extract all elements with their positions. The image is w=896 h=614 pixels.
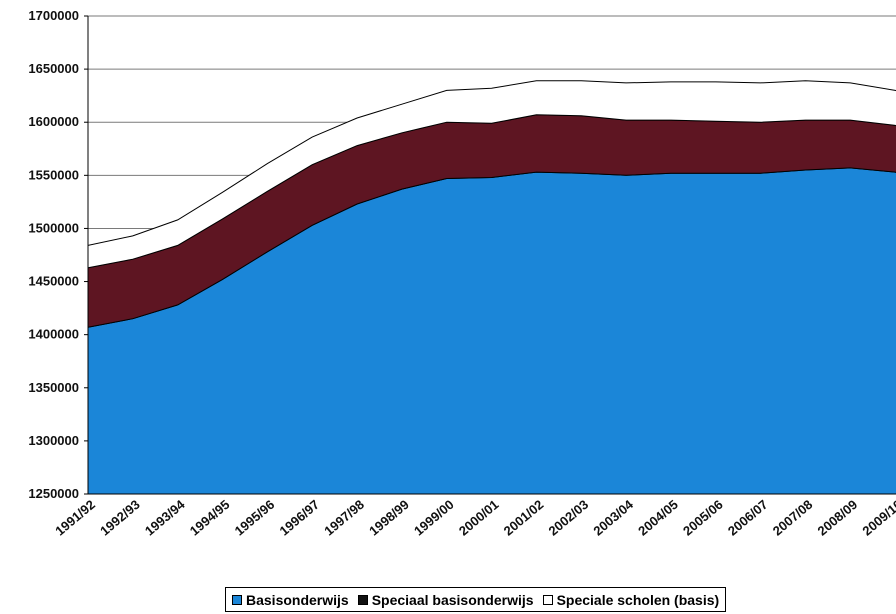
- legend-item-speciaal-basisonderwijs: Speciaal basisonderwijs: [357, 591, 534, 608]
- x-tick-label: 1994/95: [187, 497, 233, 539]
- legend-item-speciale-scholen: Speciale scholen (basis): [542, 591, 720, 608]
- y-tick-label: 1300000: [28, 433, 79, 448]
- x-tick-label: 1997/98: [321, 497, 367, 539]
- legend-label: Basisonderwijs: [246, 591, 349, 608]
- y-tick-label: 1400000: [28, 327, 79, 342]
- x-tick-label: 1993/94: [142, 496, 188, 538]
- legend-swatch: [232, 594, 242, 605]
- x-tick-label: 2006/07: [725, 497, 771, 539]
- x-tick-label: 2002/03: [546, 497, 592, 539]
- x-tick-label: 2004/05: [635, 497, 681, 539]
- y-tick-label: 1600000: [28, 114, 79, 129]
- legend-swatch: [357, 594, 368, 605]
- x-tick-label: 1992/93: [97, 497, 143, 539]
- y-tick-label: 1550000: [28, 167, 79, 182]
- x-tick-label: 2005/06: [680, 497, 726, 539]
- x-tick-label: 1998/99: [366, 497, 412, 539]
- x-tick-label: 2003/04: [590, 496, 636, 538]
- y-tick-label: 1350000: [28, 380, 79, 395]
- legend-label: Speciaal basisonderwijs: [371, 591, 534, 608]
- x-tick-label: 1996/97: [276, 497, 322, 539]
- chart-legend: Basisonderwijs Speciaal basisonderwijs S…: [225, 587, 727, 612]
- x-tick-label: 2009/10: [859, 497, 896, 539]
- x-tick-label: 2007/08: [770, 497, 816, 539]
- x-tick-label: 1991/92: [52, 497, 98, 539]
- y-tick-label: 1650000: [28, 61, 79, 76]
- x-tick-label: 1999/00: [411, 497, 457, 539]
- legend-swatch: [542, 594, 553, 605]
- series-areas: [88, 80, 896, 494]
- legend-item-basisonderwijs: Basisonderwijs: [232, 592, 349, 608]
- y-tick-label: 1700000: [28, 8, 79, 23]
- y-tick-label: 1450000: [28, 274, 79, 289]
- legend-label: Speciale scholen (basis): [556, 591, 720, 608]
- y-tick-label: 1500000: [28, 220, 79, 235]
- x-tick-label: 1995/96: [232, 497, 278, 539]
- x-tick-label: 2008/09: [815, 497, 861, 539]
- x-tick-label: 2000/01: [456, 497, 502, 539]
- x-tick-label: 2001/02: [501, 497, 547, 539]
- y-tick-label: 1250000: [28, 486, 79, 501]
- area-series-speciale-scholen-basis: [88, 80, 896, 269]
